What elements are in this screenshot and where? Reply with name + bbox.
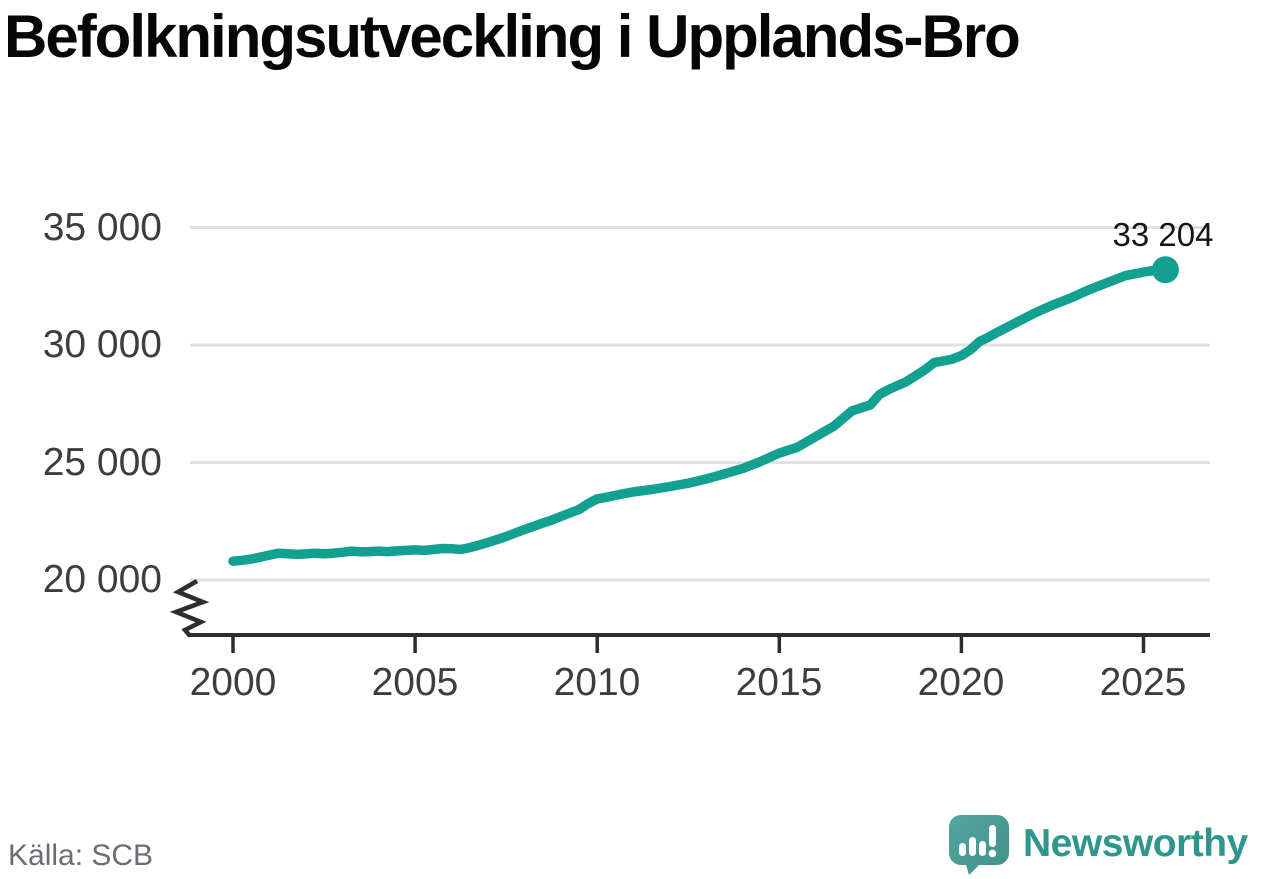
newsworthy-logo-text: Newsworthy [1023,822,1248,865]
y-axis-tick-label: 20 000 [42,558,162,601]
y-axis-tick-label: 25 000 [42,441,162,484]
newsworthy-speech-bubble-icon [949,815,1009,875]
source-credit: Källa: SCB [8,839,154,872]
x-axis-tick-label: 2020 [917,661,1005,704]
x-axis-tick-label: 2010 [553,661,641,704]
series-end-dot [1151,256,1179,284]
y-axis-tick-label: 30 000 [42,323,162,366]
population-series-line [228,264,1171,566]
y-axis-break-icon [169,579,210,638]
x-axis-tick-label: 2015 [735,661,823,704]
x-axis-tick-label: 2000 [189,661,277,704]
chart-title: Befolkningsutveckling i Upplands-Bro [4,3,1021,70]
x-axis-tick-label: 2005 [371,661,459,704]
newsworthy-logo[interactable]: Newsworthy [945,812,1260,876]
y-axis-tick-label: 35 000 [42,206,162,249]
x-axis-tick-label: 2025 [1099,661,1187,704]
end-value-label: 33 204 [1112,216,1214,253]
